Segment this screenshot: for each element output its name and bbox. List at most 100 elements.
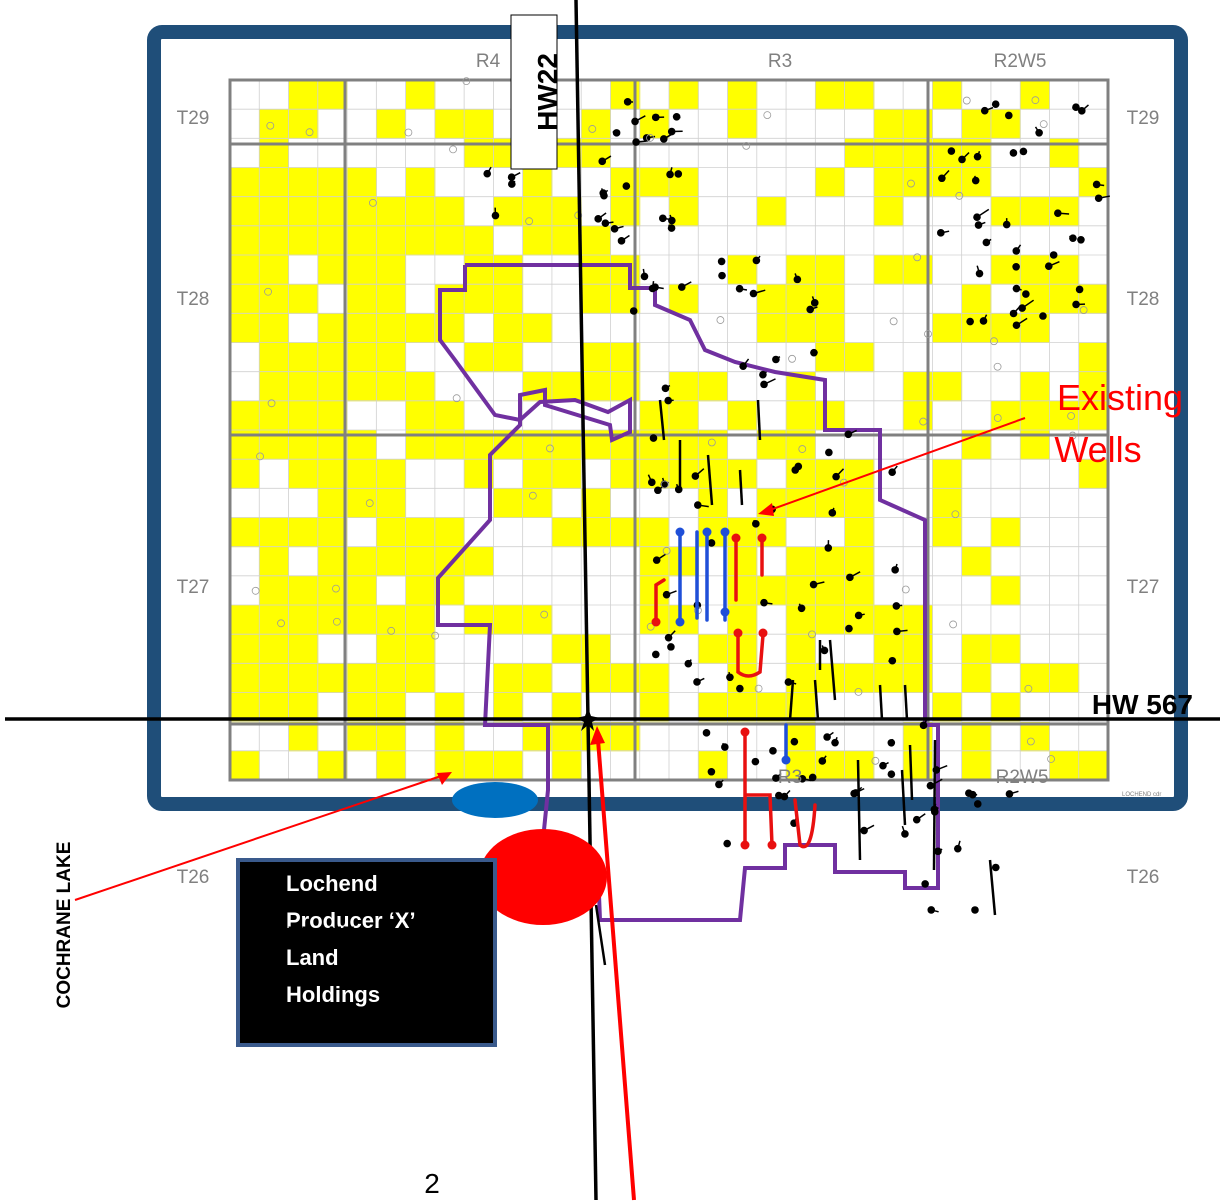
well-icon xyxy=(979,314,988,325)
land-parcel xyxy=(405,225,436,256)
well-icon xyxy=(651,283,664,291)
land-parcel xyxy=(347,459,377,489)
land-parcel xyxy=(347,284,377,314)
existing-wells-label-1: Existing xyxy=(1057,377,1183,418)
legend-line: Land xyxy=(286,945,339,970)
well-trace xyxy=(788,679,795,721)
well-trace xyxy=(908,744,914,801)
land-parcel xyxy=(815,284,846,314)
land-parcel xyxy=(317,400,348,431)
well-icon xyxy=(860,824,875,835)
well-trace xyxy=(706,454,714,506)
land-parcel xyxy=(786,459,816,489)
well-icon xyxy=(871,756,880,765)
land-parcel xyxy=(434,517,465,548)
well-icon xyxy=(617,234,630,245)
land-parcel xyxy=(376,255,407,285)
well-icon xyxy=(1009,305,1021,318)
well-icon xyxy=(912,813,926,824)
land-parcel xyxy=(376,371,407,402)
well-icon xyxy=(820,645,829,655)
legend-line: Lochend xyxy=(286,871,378,896)
well-trace xyxy=(828,639,837,701)
land-parcel xyxy=(961,750,992,781)
well-icon xyxy=(913,253,922,262)
township-range-grid xyxy=(228,78,1110,782)
range-labels-top: R4 R3 R2W5 xyxy=(476,51,1047,72)
land-parcel xyxy=(464,284,494,314)
land-parcel xyxy=(961,313,992,343)
well-icon xyxy=(887,738,896,747)
well-icon xyxy=(901,825,909,838)
land-parcel xyxy=(288,371,319,402)
cochrane-label: COCHRANE xyxy=(245,924,355,945)
land-parcel xyxy=(347,167,377,198)
well-icon xyxy=(889,317,898,326)
well-icon xyxy=(892,602,903,610)
well-icon xyxy=(790,737,799,746)
land-parcel xyxy=(756,692,787,723)
well-icon xyxy=(651,650,660,659)
well-icon xyxy=(1002,218,1011,229)
land-parcel xyxy=(288,225,319,256)
land-parcel xyxy=(698,634,729,664)
land-parcel xyxy=(259,196,290,227)
well-icon xyxy=(1054,209,1070,217)
highway-22-label: HW22 xyxy=(532,53,563,131)
well-icon xyxy=(831,736,839,747)
well-icon xyxy=(973,150,982,161)
land-parcel xyxy=(669,80,699,110)
land-parcel xyxy=(288,167,319,198)
land-parcel xyxy=(434,196,465,227)
well-icon xyxy=(919,417,928,426)
land-parcel xyxy=(230,517,260,548)
land-parcel xyxy=(230,459,260,489)
land-parcel xyxy=(376,721,407,752)
well-icon xyxy=(751,757,760,766)
land-parcel xyxy=(317,517,348,548)
well-icon xyxy=(990,337,998,346)
land-parcel xyxy=(727,109,758,139)
well-icon xyxy=(791,464,800,474)
land-parcel xyxy=(551,721,582,752)
well-icon xyxy=(879,761,889,770)
well-icon xyxy=(938,169,950,183)
well-icon xyxy=(610,225,624,233)
land-parcel xyxy=(932,488,963,518)
land-parcel xyxy=(961,721,992,752)
land-parcel xyxy=(259,225,290,256)
well-icon xyxy=(951,510,960,519)
land-parcel xyxy=(347,488,377,518)
land-parcel xyxy=(815,750,846,781)
land-parcel xyxy=(493,313,524,343)
well-icon xyxy=(646,134,654,142)
land-parcel xyxy=(434,721,465,752)
land-parcel xyxy=(669,546,699,577)
highway-567-label: HW 567 xyxy=(1092,689,1193,720)
highlighted-wells xyxy=(654,530,817,849)
well-icon xyxy=(919,720,928,730)
range-label: R2W5 xyxy=(994,51,1047,72)
well-icon xyxy=(798,774,812,783)
land-parcel xyxy=(932,80,963,110)
well-icon xyxy=(754,684,763,693)
legend-line: Holdings xyxy=(286,982,380,1007)
land-parcel xyxy=(551,196,582,227)
well-icon xyxy=(1072,300,1086,309)
land-parcel xyxy=(815,400,846,431)
well-icon xyxy=(735,284,748,293)
land-parcel xyxy=(376,313,407,343)
well-icon xyxy=(528,491,537,500)
land-parcel xyxy=(786,313,816,343)
land-parcel xyxy=(786,400,816,431)
land-parcel xyxy=(581,371,611,402)
well-icon xyxy=(955,191,964,200)
land-parcel xyxy=(756,196,787,227)
land-parcel xyxy=(932,313,963,343)
land-parcel xyxy=(230,167,260,198)
well-icon xyxy=(854,687,863,696)
land-parcel xyxy=(961,546,992,577)
well-icon xyxy=(798,445,807,453)
land-parcel xyxy=(786,546,816,577)
legend-box xyxy=(236,858,497,1047)
